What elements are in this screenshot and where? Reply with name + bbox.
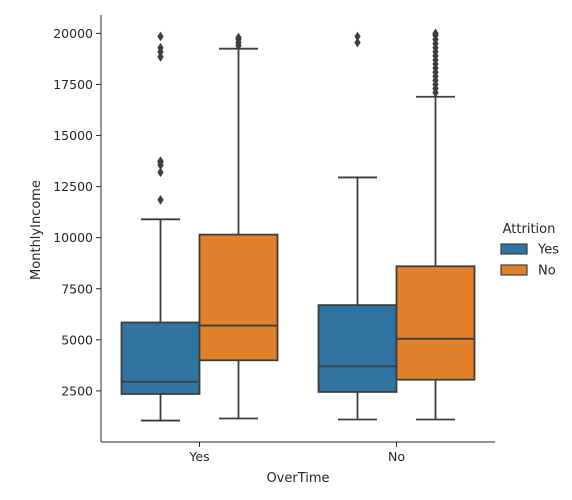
outlier-point bbox=[157, 42, 164, 53]
y-tick-label: 17500 bbox=[53, 77, 93, 92]
box-yes-yes bbox=[120, 31, 201, 422]
outlier-point bbox=[157, 31, 164, 42]
legend-title: Attrition bbox=[503, 222, 556, 237]
y-tick-label: 15000 bbox=[53, 128, 93, 143]
outlier-point bbox=[157, 195, 164, 205]
y-tick-label: 20000 bbox=[53, 26, 93, 41]
y-tick-label: 2500 bbox=[61, 383, 93, 398]
iqr-box bbox=[120, 321, 201, 395]
legend-swatch bbox=[500, 243, 528, 255]
y-tick-label: 12500 bbox=[53, 179, 93, 194]
y-tick-label: 7500 bbox=[61, 281, 93, 296]
y-axis-title: MonthlyIncome bbox=[29, 180, 44, 280]
outlier-point bbox=[157, 52, 164, 62]
x-axis-title: OverTime bbox=[266, 471, 329, 486]
outlier-point bbox=[432, 28, 439, 39]
legend-label: Yes bbox=[537, 243, 559, 258]
iqr-box bbox=[317, 304, 398, 393]
plot-area bbox=[120, 28, 476, 422]
x-axis: Yes No bbox=[101, 441, 495, 464]
legend-swatch bbox=[500, 264, 528, 276]
box-yes-no bbox=[317, 31, 398, 421]
legend-label: No bbox=[538, 264, 556, 279]
y-tick-label: 5000 bbox=[61, 332, 93, 347]
outlier-point bbox=[235, 32, 242, 43]
legend: Attrition Yes No bbox=[500, 222, 559, 279]
outlier-point bbox=[354, 31, 361, 42]
outlier-point bbox=[354, 37, 361, 48]
x-tick-label: No bbox=[388, 449, 405, 464]
outlier-point bbox=[157, 167, 164, 178]
iqr-box bbox=[395, 265, 476, 381]
iqr-box bbox=[198, 233, 279, 362]
y-axis: 2500 5000 7500 10000 12500 15000 17500 20000 bbox=[53, 15, 102, 442]
box-no-no bbox=[395, 28, 476, 421]
x-tick-label: Yes bbox=[188, 449, 209, 464]
box-no-yes bbox=[198, 32, 279, 420]
outlier-point bbox=[157, 156, 164, 166]
y-tick-label: 10000 bbox=[53, 230, 93, 245]
